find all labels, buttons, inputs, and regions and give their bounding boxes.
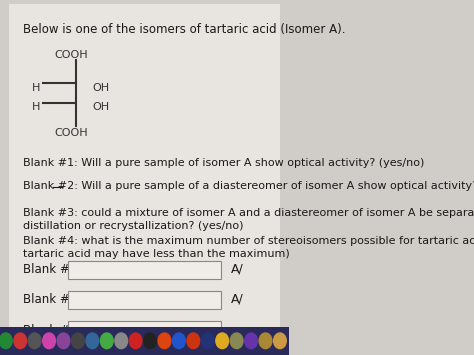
Text: Blank # 1: Blank # 1 <box>23 263 81 276</box>
Circle shape <box>216 333 228 349</box>
Bar <box>0 327 289 355</box>
Circle shape <box>245 333 257 349</box>
Text: A/: A/ <box>231 293 244 305</box>
Circle shape <box>173 333 185 349</box>
Circle shape <box>57 333 70 349</box>
Circle shape <box>115 333 128 349</box>
Text: COOH: COOH <box>54 128 88 138</box>
Text: A/: A/ <box>231 262 244 275</box>
Circle shape <box>28 333 41 349</box>
Text: Blank #1: Will a pure sample of isomer A show optical activity? (yes/no): Blank #1: Will a pure sample of isomer A… <box>23 158 424 168</box>
Circle shape <box>201 333 214 349</box>
Text: Blank #2: Will a pure sample of a diastereomer of isomer A show optical activity: Blank #2: Will a pure sample of a diaste… <box>23 181 474 191</box>
Bar <box>68 291 221 309</box>
Circle shape <box>187 333 200 349</box>
Text: Blank # 3: Blank # 3 <box>23 324 81 337</box>
Text: H: H <box>32 102 40 111</box>
Text: Blank #4: what is the maximum number of stereoisomers possible for tartaric acid: Blank #4: what is the maximum number of … <box>23 236 474 259</box>
Text: Below is one of the isomers of tartaric acid (Isomer A).: Below is one of the isomers of tartaric … <box>23 23 346 36</box>
Circle shape <box>129 333 142 349</box>
Circle shape <box>100 333 113 349</box>
Text: H: H <box>32 83 40 93</box>
Circle shape <box>273 333 286 349</box>
Circle shape <box>43 333 55 349</box>
Text: OH: OH <box>92 83 109 93</box>
Circle shape <box>72 333 84 349</box>
Text: Blank #3: could a mixture of isomer A and a diastereomer of isomer A be separate: Blank #3: could a mixture of isomer A an… <box>23 208 474 231</box>
Circle shape <box>0 333 12 349</box>
Circle shape <box>86 333 99 349</box>
Text: COOH: COOH <box>54 50 88 60</box>
Circle shape <box>230 333 243 349</box>
Circle shape <box>144 333 156 349</box>
Text: OH: OH <box>92 102 109 111</box>
Circle shape <box>158 333 171 349</box>
Bar <box>68 261 221 279</box>
Text: Blank # 2: Blank # 2 <box>23 294 81 306</box>
Circle shape <box>14 333 27 349</box>
Bar <box>68 321 221 339</box>
Circle shape <box>259 333 272 349</box>
